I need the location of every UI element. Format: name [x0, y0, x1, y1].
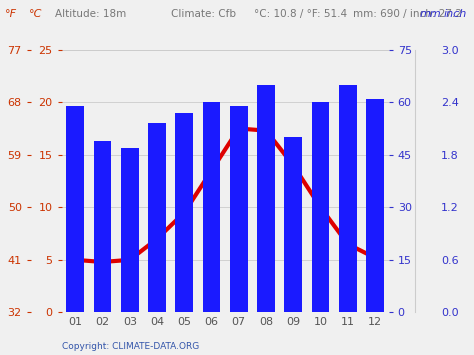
Bar — [121, 148, 138, 312]
Text: Altitude: 18m: Altitude: 18m — [55, 9, 126, 19]
Bar — [175, 113, 193, 312]
Text: °F: °F — [5, 9, 17, 19]
Bar — [257, 85, 275, 312]
Text: °C: 10.8 / °F: 51.4: °C: 10.8 / °F: 51.4 — [254, 9, 346, 19]
Bar — [203, 102, 220, 312]
Bar — [312, 102, 329, 312]
Text: Climate: Cfb: Climate: Cfb — [171, 9, 236, 19]
Text: mm: 690 / inch: 27.2: mm: 690 / inch: 27.2 — [353, 9, 462, 19]
Bar — [94, 141, 111, 312]
Text: mm: mm — [419, 9, 441, 19]
Bar — [230, 106, 247, 312]
Text: Copyright: CLIMATE-DATA.ORG: Copyright: CLIMATE-DATA.ORG — [62, 343, 199, 351]
Bar — [366, 99, 384, 312]
Bar — [66, 106, 84, 312]
Text: °C: °C — [28, 9, 42, 19]
Text: inch: inch — [443, 9, 466, 19]
Bar — [148, 123, 166, 312]
Bar — [284, 137, 302, 312]
Bar — [339, 85, 356, 312]
